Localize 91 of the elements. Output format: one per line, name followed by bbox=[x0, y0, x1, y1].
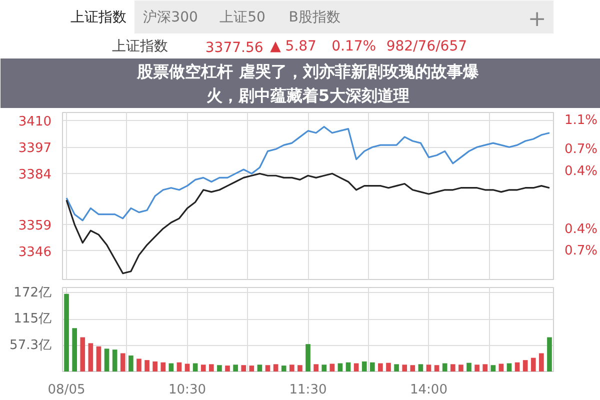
bar bbox=[466, 362, 472, 372]
bar bbox=[112, 350, 118, 372]
bar bbox=[249, 366, 254, 372]
bar bbox=[136, 358, 142, 372]
bar bbox=[498, 364, 504, 372]
y-tick-label: 57.3亿 bbox=[10, 338, 52, 353]
x-tick-label: 10:30 bbox=[168, 382, 206, 398]
bar bbox=[104, 348, 110, 372]
bar bbox=[394, 364, 399, 372]
bar bbox=[330, 364, 335, 372]
x-tick-label: 08/05 bbox=[48, 382, 86, 398]
bar bbox=[354, 363, 359, 372]
text: 沪深300 bbox=[143, 10, 198, 26]
bar bbox=[474, 364, 480, 372]
bar bbox=[200, 364, 206, 372]
bar bbox=[346, 362, 351, 372]
bar bbox=[458, 364, 464, 372]
bar bbox=[426, 364, 432, 372]
bar bbox=[257, 364, 262, 372]
x-tick-label: 14:00 bbox=[410, 382, 448, 398]
text: 上证指数 bbox=[70, 10, 127, 26]
bar bbox=[152, 361, 158, 372]
text: 0.17% bbox=[332, 38, 376, 54]
text: 上证50 bbox=[220, 10, 266, 26]
line-series bbox=[66, 172, 550, 274]
y-tick-label: 115亿 bbox=[14, 312, 52, 326]
bar bbox=[514, 362, 520, 372]
y-tick-label: 3359 bbox=[18, 218, 52, 234]
bar bbox=[539, 353, 544, 372]
bar bbox=[208, 364, 214, 372]
bar bbox=[72, 328, 77, 372]
bar bbox=[144, 360, 150, 372]
bar bbox=[289, 364, 294, 372]
y2-tick-label: 1.1% bbox=[564, 113, 598, 128]
bar bbox=[298, 365, 302, 372]
text: B股指数 bbox=[288, 10, 340, 26]
bar bbox=[168, 363, 174, 372]
bar bbox=[506, 363, 512, 372]
text: 982/76/657 bbox=[386, 38, 468, 54]
bar bbox=[192, 363, 198, 372]
bar bbox=[88, 343, 94, 372]
y2-tick-label: 0.7% bbox=[564, 142, 598, 158]
bar bbox=[96, 346, 102, 372]
chart-title: 股票做空杠杆 虐哭了，刘亦菲新剧玫瑰的故事爆火，剧中蕴藏着5大深刻道理 bbox=[136, 62, 480, 105]
bar bbox=[120, 353, 126, 372]
bar bbox=[306, 344, 310, 372]
bar bbox=[370, 362, 375, 372]
y2-tick-label: 0.4% bbox=[564, 164, 598, 179]
y-tick-label: 172亿 bbox=[14, 285, 52, 300]
text: ▲ 5.87 bbox=[270, 38, 316, 54]
bar bbox=[402, 364, 408, 372]
bar bbox=[490, 365, 496, 372]
bar bbox=[362, 361, 367, 372]
bar bbox=[281, 366, 286, 372]
text: + bbox=[528, 7, 546, 32]
bar bbox=[128, 356, 134, 372]
y-tick-label: 3397 bbox=[18, 141, 52, 156]
bar bbox=[450, 364, 456, 372]
bar bbox=[64, 294, 69, 372]
y-tick-label: 3384 bbox=[18, 168, 52, 183]
bar bbox=[434, 365, 440, 372]
bar bbox=[217, 365, 222, 372]
bar bbox=[241, 365, 246, 372]
text: 上证指数 bbox=[112, 38, 168, 54]
bar bbox=[482, 364, 488, 372]
bar bbox=[265, 365, 270, 372]
y-tick-label: 3410 bbox=[18, 114, 52, 130]
line-series bbox=[66, 126, 550, 222]
bar bbox=[547, 337, 552, 372]
bar bbox=[184, 364, 190, 372]
x-tick-label: 11:30 bbox=[289, 382, 327, 398]
bar bbox=[160, 362, 166, 372]
y-tick-label: 3346 bbox=[18, 244, 52, 260]
bar bbox=[442, 363, 448, 372]
bar bbox=[225, 366, 230, 372]
y2-tick-label: 0.7% bbox=[564, 243, 598, 258]
bar bbox=[322, 364, 327, 372]
bar bbox=[378, 363, 383, 372]
bar bbox=[176, 362, 182, 372]
bar bbox=[80, 337, 86, 372]
bar bbox=[418, 364, 424, 372]
bar bbox=[386, 362, 391, 372]
bar bbox=[314, 364, 318, 372]
text: 3377.56 bbox=[205, 40, 264, 56]
bar bbox=[530, 358, 536, 372]
bar bbox=[338, 363, 343, 372]
bar bbox=[410, 365, 416, 372]
bar bbox=[233, 364, 238, 372]
y2-tick-label: 0.4% bbox=[564, 222, 598, 237]
bar bbox=[273, 364, 278, 372]
bar bbox=[522, 360, 528, 372]
